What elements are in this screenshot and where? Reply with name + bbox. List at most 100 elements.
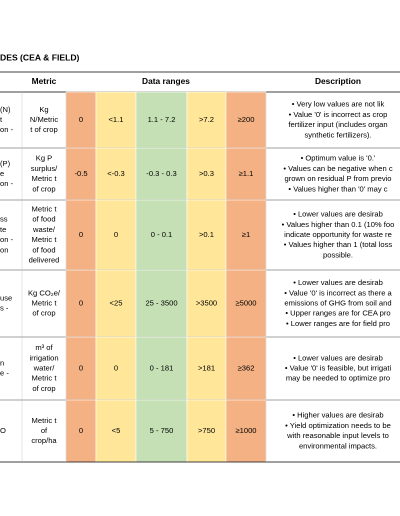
metric-text: Metric t	[32, 374, 58, 383]
range-cell	[65, 199, 97, 271]
row-label: ss	[0, 215, 8, 224]
metric-text: surplus/	[31, 164, 58, 173]
range-cell	[135, 336, 188, 401]
range-value: >0.3	[199, 169, 214, 178]
range-value: 0	[114, 364, 118, 373]
description-text: • Lower values are desirab	[293, 353, 383, 362]
range-value: 1.1 - 7.2	[148, 115, 176, 124]
range-value: >7.2	[199, 115, 214, 124]
section-title: DES (CEA & FIELD)	[0, 52, 80, 62]
metric-text: delivered	[29, 256, 60, 265]
range-value: ≥1	[242, 230, 250, 239]
metric-text: of crop	[32, 384, 55, 393]
metric-text: water/	[33, 364, 56, 373]
metric-text: Metric t	[32, 416, 58, 425]
row-label: on -	[0, 235, 14, 244]
range-value: ≥200	[238, 115, 255, 124]
description-text: emissions of GHG from soil and	[284, 299, 391, 308]
range-cell	[65, 269, 97, 338]
description-text: • Upper ranges are for CEA pro	[285, 309, 390, 318]
range-value: 0	[79, 230, 83, 239]
row-label: e -	[0, 369, 9, 378]
range-value: -0.5	[74, 169, 87, 178]
row-label: (P)	[0, 159, 11, 168]
range-value: >3500	[196, 299, 217, 308]
description-text: • Very low values are not lik	[292, 100, 385, 109]
description-text: • Higher values are desirab	[292, 411, 383, 420]
range-cell	[65, 336, 97, 401]
row-label: n	[0, 358, 4, 367]
range-cell	[135, 91, 188, 149]
row-label: O	[0, 426, 6, 435]
header: Description	[315, 76, 361, 86]
metric-text: Kg	[39, 105, 48, 114]
metric-text: Metric t	[32, 299, 58, 308]
range-cell	[225, 147, 267, 201]
metric-text: N/Metric	[30, 115, 58, 124]
metric-text: m³ of	[35, 343, 53, 352]
description-text: with reasonable input levels to	[286, 431, 389, 440]
row-label: te	[0, 225, 6, 234]
range-value: <-0.3	[107, 169, 125, 178]
row-label: use	[0, 293, 12, 302]
description-text: may be needed to optimize pro	[286, 374, 390, 383]
metric-text: Metric t	[32, 235, 58, 244]
metric-text: t of crop	[30, 125, 57, 134]
description-text: • Values higher than 0.1 (10% foo	[282, 220, 395, 229]
range-value: >750	[198, 426, 215, 435]
description-text: • Value '0' is incorrect as crop	[289, 110, 388, 119]
description-text: • Value '0' is feasible, but irrigati	[285, 364, 392, 373]
range-value: >0.1	[199, 230, 214, 239]
metric-text: crop/ha	[31, 436, 57, 445]
range-value: 0	[79, 299, 83, 308]
description-text: indicate opportunity for waste re	[284, 230, 392, 239]
description-text: • Optimum value is '0.'	[301, 154, 376, 163]
metric-text: Kg P	[36, 154, 52, 163]
range-value: 0	[79, 426, 83, 435]
description-text: • Lower values are desirab	[293, 278, 383, 287]
description-text: • Values higher than 1 (total loss	[284, 240, 393, 249]
range-value: <1.1	[109, 115, 124, 124]
range-value: 5 - 750	[150, 426, 174, 435]
description-text: • Values higher than '0' may c	[288, 184, 387, 193]
range-value: -0.3 - 0.3	[146, 169, 176, 178]
metric-text: of crop	[32, 184, 55, 193]
description-text: • Value '0' is incorrect as there a	[284, 288, 392, 297]
metric-text: waste/	[32, 225, 56, 234]
range-cell	[186, 91, 227, 149]
range-value: 0	[114, 230, 118, 239]
header: Data ranges	[142, 76, 190, 86]
range-value: 0 - 0.1	[151, 230, 173, 239]
range-cell	[95, 199, 137, 271]
range-cell	[95, 399, 137, 463]
range-cell	[225, 269, 267, 338]
header: Metric	[32, 76, 57, 86]
range-value: 0	[79, 115, 83, 124]
row-label: on -	[0, 179, 14, 188]
range-value: ≥1000	[235, 426, 256, 435]
range-cell	[225, 199, 267, 271]
metric-text: of crop	[32, 309, 55, 318]
range-value: 25 - 3500	[145, 299, 177, 308]
range-cell	[186, 199, 227, 271]
range-value: 0 - 181	[150, 364, 174, 373]
range-cell	[225, 399, 267, 463]
range-cell	[186, 269, 227, 338]
range-value: <25	[110, 299, 123, 308]
row-label: s -	[0, 304, 9, 313]
description-text: possible.	[323, 250, 353, 259]
metric-text: of food	[32, 245, 55, 254]
description-text: grown on residual P from previo	[284, 174, 391, 183]
description-text: • Lower ranges are for field pro	[286, 319, 390, 328]
metric-text: Metric t	[32, 205, 58, 214]
metric-text: Kg CO₂e/	[28, 288, 61, 297]
description-text: • Values can be negative when c	[283, 164, 393, 173]
range-value: ≥5000	[235, 299, 256, 308]
range-cell	[186, 336, 227, 401]
range-cell	[135, 147, 188, 201]
description-text: • Yield optimization needs to be	[285, 421, 391, 430]
metric-text: irrigation	[29, 353, 58, 362]
range-value: ≥362	[238, 364, 255, 373]
row-label: (N)	[0, 105, 11, 114]
